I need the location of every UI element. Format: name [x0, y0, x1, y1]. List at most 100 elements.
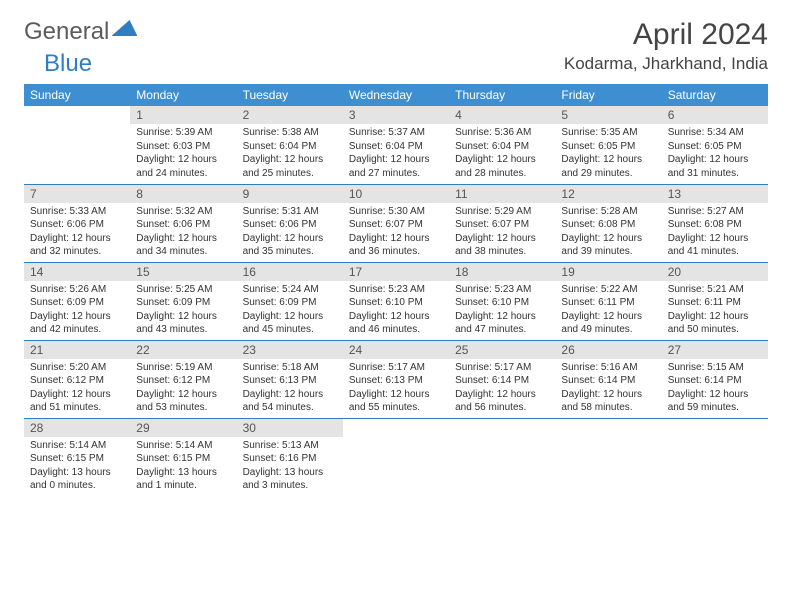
day-sr: Sunrise: 5:22 AM	[561, 283, 655, 297]
day-sr: Sunrise: 5:31 AM	[243, 205, 337, 219]
calendar-page: General April 2024 Kodarma, Jharkhand, I…	[0, 0, 792, 514]
calendar-day-cell	[555, 418, 661, 496]
brand-logo: General	[24, 18, 137, 46]
day-dl1: Daylight: 12 hours	[349, 232, 443, 246]
day-dl2: and 53 minutes.	[136, 401, 230, 415]
day-dl2: and 31 minutes.	[668, 167, 762, 181]
calendar-day-cell: 28Sunrise: 5:14 AMSunset: 6:15 PMDayligh…	[24, 418, 130, 496]
day-number: 16	[237, 263, 343, 281]
calendar-day-cell: 8Sunrise: 5:32 AMSunset: 6:06 PMDaylight…	[130, 184, 236, 262]
day-number: 8	[130, 185, 236, 203]
day-ss: Sunset: 6:10 PM	[455, 296, 549, 310]
brand-part2-wrap: Blue	[24, 50, 768, 78]
calendar-day-cell: 3Sunrise: 5:37 AMSunset: 6:04 PMDaylight…	[343, 106, 449, 184]
day-ss: Sunset: 6:07 PM	[349, 218, 443, 232]
day-sr: Sunrise: 5:17 AM	[455, 361, 549, 375]
day-details: Sunrise: 5:29 AMSunset: 6:07 PMDaylight:…	[449, 203, 555, 261]
calendar-day-cell: 17Sunrise: 5:23 AMSunset: 6:10 PMDayligh…	[343, 262, 449, 340]
day-dl1: Daylight: 12 hours	[349, 388, 443, 402]
day-details: Sunrise: 5:22 AMSunset: 6:11 PMDaylight:…	[555, 281, 661, 339]
day-dl1: Daylight: 12 hours	[243, 153, 337, 167]
day-details: Sunrise: 5:14 AMSunset: 6:15 PMDaylight:…	[130, 437, 236, 495]
calendar-day-cell: 25Sunrise: 5:17 AMSunset: 6:14 PMDayligh…	[449, 340, 555, 418]
day-details: Sunrise: 5:30 AMSunset: 6:07 PMDaylight:…	[343, 203, 449, 261]
day-number: 20	[662, 263, 768, 281]
day-ss: Sunset: 6:04 PM	[243, 140, 337, 154]
day-dl2: and 51 minutes.	[30, 401, 124, 415]
day-ss: Sunset: 6:13 PM	[349, 374, 443, 388]
day-sr: Sunrise: 5:30 AM	[349, 205, 443, 219]
day-sr: Sunrise: 5:34 AM	[668, 126, 762, 140]
day-dl2: and 1 minute.	[136, 479, 230, 493]
day-sr: Sunrise: 5:27 AM	[668, 205, 762, 219]
logo-triangle-icon	[111, 20, 137, 36]
day-number: 28	[24, 419, 130, 437]
calendar-day-cell: 30Sunrise: 5:13 AMSunset: 6:16 PMDayligh…	[237, 418, 343, 496]
day-details: Sunrise: 5:36 AMSunset: 6:04 PMDaylight:…	[449, 124, 555, 182]
day-details: Sunrise: 5:34 AMSunset: 6:05 PMDaylight:…	[662, 124, 768, 182]
day-ss: Sunset: 6:14 PM	[455, 374, 549, 388]
day-details: Sunrise: 5:28 AMSunset: 6:08 PMDaylight:…	[555, 203, 661, 261]
day-sr: Sunrise: 5:14 AM	[30, 439, 124, 453]
day-dl2: and 41 minutes.	[668, 245, 762, 259]
day-sr: Sunrise: 5:16 AM	[561, 361, 655, 375]
calendar-day-cell	[24, 106, 130, 184]
calendar-day-cell: 10Sunrise: 5:30 AMSunset: 6:07 PMDayligh…	[343, 184, 449, 262]
day-sr: Sunrise: 5:37 AM	[349, 126, 443, 140]
calendar-day-cell	[449, 418, 555, 496]
day-dl1: Daylight: 12 hours	[561, 232, 655, 246]
day-number: 5	[555, 106, 661, 124]
day-dl2: and 32 minutes.	[30, 245, 124, 259]
calendar-day-cell	[662, 418, 768, 496]
day-dl1: Daylight: 12 hours	[136, 388, 230, 402]
calendar-day-cell: 29Sunrise: 5:14 AMSunset: 6:15 PMDayligh…	[130, 418, 236, 496]
day-ss: Sunset: 6:13 PM	[243, 374, 337, 388]
day-details: Sunrise: 5:17 AMSunset: 6:13 PMDaylight:…	[343, 359, 449, 417]
day-dl2: and 39 minutes.	[561, 245, 655, 259]
day-details: Sunrise: 5:20 AMSunset: 6:12 PMDaylight:…	[24, 359, 130, 417]
day-sr: Sunrise: 5:33 AM	[30, 205, 124, 219]
day-sr: Sunrise: 5:32 AM	[136, 205, 230, 219]
day-details: Sunrise: 5:26 AMSunset: 6:09 PMDaylight:…	[24, 281, 130, 339]
day-dl1: Daylight: 12 hours	[349, 153, 443, 167]
day-number: 30	[237, 419, 343, 437]
day-dl1: Daylight: 12 hours	[561, 310, 655, 324]
day-sr: Sunrise: 5:28 AM	[561, 205, 655, 219]
day-ss: Sunset: 6:11 PM	[668, 296, 762, 310]
day-details: Sunrise: 5:13 AMSunset: 6:16 PMDaylight:…	[237, 437, 343, 495]
day-details: Sunrise: 5:16 AMSunset: 6:14 PMDaylight:…	[555, 359, 661, 417]
day-details: Sunrise: 5:31 AMSunset: 6:06 PMDaylight:…	[237, 203, 343, 261]
day-details: Sunrise: 5:38 AMSunset: 6:04 PMDaylight:…	[237, 124, 343, 182]
calendar-body: 1Sunrise: 5:39 AMSunset: 6:03 PMDaylight…	[24, 106, 768, 496]
calendar-day-cell: 6Sunrise: 5:34 AMSunset: 6:05 PMDaylight…	[662, 106, 768, 184]
day-sr: Sunrise: 5:20 AM	[30, 361, 124, 375]
calendar-day-cell: 9Sunrise: 5:31 AMSunset: 6:06 PMDaylight…	[237, 184, 343, 262]
day-number: 17	[343, 263, 449, 281]
day-details: Sunrise: 5:23 AMSunset: 6:10 PMDaylight:…	[449, 281, 555, 339]
month-title: April 2024	[564, 18, 768, 52]
calendar-day-cell: 5Sunrise: 5:35 AMSunset: 6:05 PMDaylight…	[555, 106, 661, 184]
day-number: 18	[449, 263, 555, 281]
weekday-header: Sunday	[24, 84, 130, 106]
calendar-week-row: 21Sunrise: 5:20 AMSunset: 6:12 PMDayligh…	[24, 340, 768, 418]
day-dl1: Daylight: 12 hours	[455, 310, 549, 324]
calendar-week-row: 14Sunrise: 5:26 AMSunset: 6:09 PMDayligh…	[24, 262, 768, 340]
day-number: 25	[449, 341, 555, 359]
day-sr: Sunrise: 5:14 AM	[136, 439, 230, 453]
day-ss: Sunset: 6:08 PM	[561, 218, 655, 232]
day-sr: Sunrise: 5:21 AM	[668, 283, 762, 297]
day-dl2: and 3 minutes.	[243, 479, 337, 493]
day-dl1: Daylight: 12 hours	[668, 310, 762, 324]
day-number: 6	[662, 106, 768, 124]
day-dl2: and 29 minutes.	[561, 167, 655, 181]
day-dl1: Daylight: 12 hours	[243, 232, 337, 246]
day-sr: Sunrise: 5:36 AM	[455, 126, 549, 140]
day-dl2: and 25 minutes.	[243, 167, 337, 181]
day-dl1: Daylight: 12 hours	[668, 232, 762, 246]
day-dl2: and 42 minutes.	[30, 323, 124, 337]
weekday-header: Saturday	[662, 84, 768, 106]
day-sr: Sunrise: 5:18 AM	[243, 361, 337, 375]
day-dl1: Daylight: 12 hours	[30, 310, 124, 324]
day-details: Sunrise: 5:21 AMSunset: 6:11 PMDaylight:…	[662, 281, 768, 339]
day-sr: Sunrise: 5:23 AM	[349, 283, 443, 297]
